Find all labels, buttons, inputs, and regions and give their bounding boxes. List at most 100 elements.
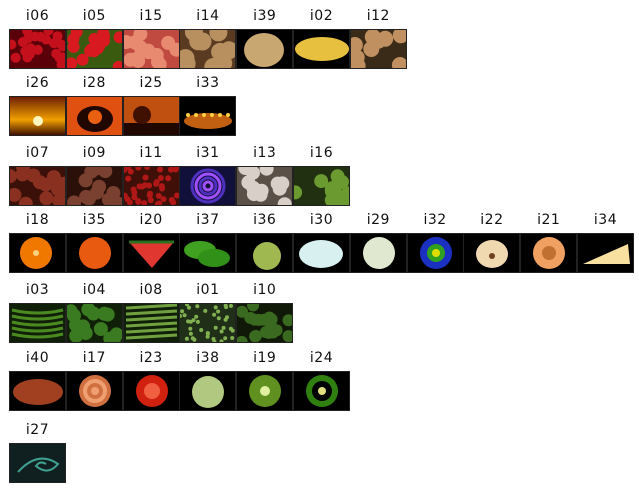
sunset-icon[interactable] [9,96,66,136]
image-tile-i38[interactable]: i38 [179,350,237,411]
spinach-icon[interactable] [65,303,123,343]
dusk-tree-icon[interactable] [122,96,180,136]
cabbage-icon[interactable] [179,371,237,411]
image-label: i32 [423,212,447,228]
image-tile-i35[interactable]: i35 [65,212,123,273]
image-tile-i29[interactable]: i29 [349,212,407,273]
image-tile-i27[interactable]: i27 [9,422,66,483]
image-tile-i24[interactable]: i24 [293,350,350,411]
blue-flower-icon[interactable] [406,233,464,273]
image-tile-i01[interactable]: i01 [179,282,237,343]
image-tile-i16[interactable]: i16 [293,145,350,206]
image-label: i03 [25,282,50,298]
dates-icon[interactable] [9,166,66,206]
image-tile-i09[interactable]: i09 [65,145,123,206]
image-tile-i02[interactable]: i02 [293,8,350,69]
peaches-icon[interactable] [122,29,180,69]
image-tile-i03[interactable]: i03 [9,282,66,343]
asparagus-icon[interactable] [122,303,180,343]
image-label: i26 [25,75,50,91]
image-tile-i34[interactable]: i34 [577,212,634,273]
watermelon-icon[interactable] [122,233,180,273]
hazelnuts-icon[interactable] [65,166,123,206]
image-label: i09 [82,145,106,161]
image-tile-i30[interactable]: i30 [293,212,350,273]
corn-icon[interactable] [293,29,350,69]
onion-icon[interactable] [349,233,407,273]
onion-slice-icon[interactable] [65,371,123,411]
red-berries-icon[interactable] [122,166,180,206]
green-beans-icon[interactable] [9,303,66,343]
pumpkin-cat-icon[interactable] [65,96,123,136]
image-tile-i18[interactable]: i18 [9,212,66,273]
image-label: i30 [309,212,334,228]
image-tile-i40[interactable]: i40 [9,350,66,411]
green-swirl-icon[interactable] [9,443,66,483]
image-tile-i12[interactable]: i12 [349,8,407,69]
pepper-slice-icon[interactable] [293,371,350,411]
sweet-potato-icon[interactable] [9,371,66,411]
milk-bowl-icon[interactable] [293,233,350,273]
broccoli-icon[interactable] [236,303,294,343]
garlic-icon[interactable] [236,166,294,206]
image-tile-i07[interactable]: i07 [9,145,66,206]
image-tile-i17[interactable]: i17 [65,350,123,411]
image-tile-i19[interactable]: i19 [236,350,294,411]
image-label: i13 [253,145,277,161]
image-label: i18 [25,212,50,228]
pear-icon[interactable] [236,233,294,273]
image-label: i22 [480,212,504,228]
pear-half-icon[interactable] [463,233,521,273]
image-label: i25 [139,75,163,91]
image-tile-i13[interactable]: i13 [236,145,294,206]
spiral-icon[interactable] [179,166,237,206]
sprouts-icon[interactable] [293,166,350,206]
image-label: i38 [196,350,220,366]
image-tile-i37[interactable]: i37 [179,212,237,273]
image-tile-i25[interactable]: i25 [122,75,180,136]
image-label: i08 [139,282,163,298]
image-label: i28 [82,75,106,91]
cherry-bunch-icon[interactable] [65,29,123,69]
kiwi-icon[interactable] [236,371,294,411]
melon-half-icon[interactable] [520,233,578,273]
image-label: i10 [253,282,277,298]
image-tile-i36[interactable]: i36 [236,212,294,273]
image-tile-i26[interactable]: i26 [9,75,66,136]
image-tile-i23[interactable]: i23 [122,350,180,411]
image-tile-i32[interactable]: i32 [406,212,464,273]
image-label: i04 [82,282,106,298]
green-peppers-icon[interactable] [179,233,237,273]
image-label: i29 [366,212,390,228]
image-label: i06 [25,8,50,24]
image-label: i17 [82,350,106,366]
image-tile-i28[interactable]: i28 [65,75,123,136]
cantaloupe-icon[interactable] [236,29,294,69]
image-tile-i22[interactable]: i22 [463,212,521,273]
image-tile-i39[interactable]: i39 [236,8,294,69]
image-tile-i14[interactable]: i14 [179,8,237,69]
alfalfa-icon[interactable] [179,303,237,343]
image-tile-i31[interactable]: i31 [179,145,237,206]
image-tile-i11[interactable]: i11 [122,145,180,206]
image-tile-i06[interactable]: i06 [9,8,66,69]
candles-icon[interactable] [179,96,237,136]
orange-half-icon[interactable] [9,233,66,273]
image-tile-i08[interactable]: i08 [122,282,180,343]
image-tile-i05[interactable]: i05 [65,8,123,69]
image-tile-i33[interactable]: i33 [179,75,237,136]
image-label: i35 [82,212,106,228]
cherries-icon[interactable] [9,29,66,69]
cheese-icon[interactable] [577,233,634,273]
image-tile-i10[interactable]: i10 [236,282,294,343]
image-tile-i15[interactable]: i15 [122,8,180,69]
image-tile-i20[interactable]: i20 [122,212,180,273]
image-label: i19 [253,350,277,366]
orange-icon[interactable] [65,233,123,273]
potatoes-icon[interactable] [179,29,237,69]
mushrooms-icon[interactable] [349,29,407,69]
image-tile-i04[interactable]: i04 [65,282,123,343]
image-label: i34 [593,212,618,228]
image-tile-i21[interactable]: i21 [520,212,578,273]
tomato-slice-icon[interactable] [122,371,180,411]
